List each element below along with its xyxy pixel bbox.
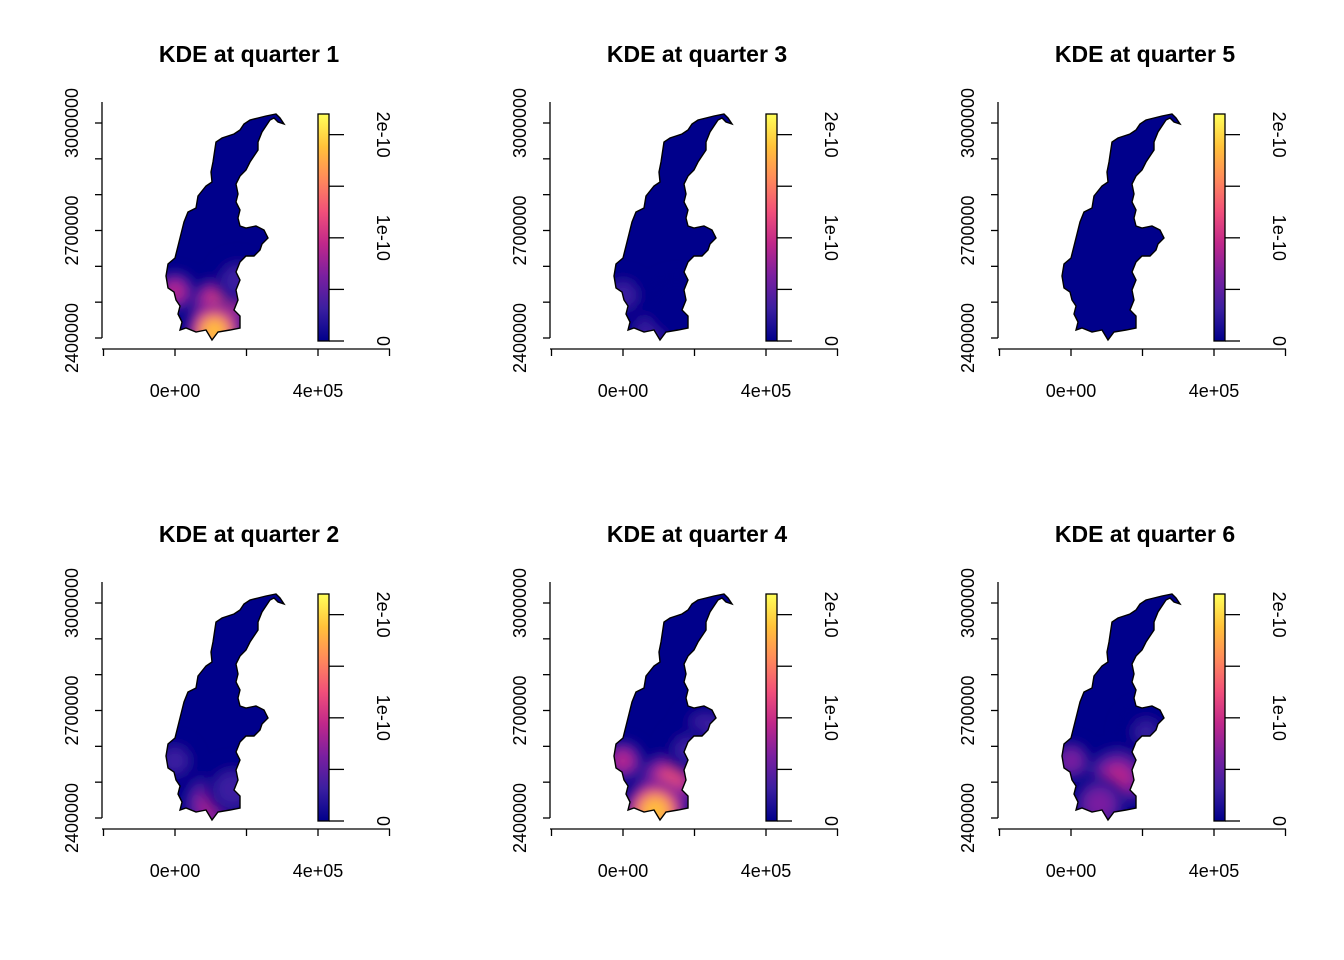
colorbar-tick-label: 2e-10 xyxy=(821,112,841,158)
colorbar-tick-label: 0 xyxy=(373,336,393,346)
y-tick-label: 2400000 xyxy=(958,783,978,853)
x-tick-label: 4e+05 xyxy=(293,381,344,401)
x-tick-label: 0e+00 xyxy=(150,381,201,401)
density-field xyxy=(166,594,284,820)
y-tick-label: 3000000 xyxy=(510,88,530,158)
region-outline xyxy=(165,113,286,342)
x-tick-label: 0e+00 xyxy=(150,861,201,881)
y-tick-label: 3000000 xyxy=(62,568,82,638)
x-tick-label: 0e+00 xyxy=(1046,381,1097,401)
colorbar xyxy=(766,594,777,821)
colorbar-tick-label: 0 xyxy=(821,336,841,346)
density-field xyxy=(1062,114,1180,340)
region-outline xyxy=(1061,593,1182,822)
x-tick-label: 4e+05 xyxy=(293,861,344,881)
hotspot-1 xyxy=(1062,751,1080,770)
colorbar xyxy=(1214,114,1225,341)
panel-title: KDE at quarter 1 xyxy=(159,41,339,67)
kde-panel-5: KDE at quarter 5 2400000 2700000 3000000 0e+… xyxy=(958,41,1289,401)
colorbar-tick-label: 0 xyxy=(1269,816,1289,826)
kde-panel-2: KDE at quarter 2 2400000 2700000 3000000 0e+… xyxy=(62,521,393,881)
colorbar-tick-label: 2e-10 xyxy=(1269,592,1289,638)
y-tick-label: 2400000 xyxy=(958,303,978,373)
panel-title: KDE at quarter 6 xyxy=(1055,521,1235,547)
colorbar-tick-label: 1e-10 xyxy=(1269,215,1289,261)
colorbar xyxy=(1214,594,1225,821)
hotspot-1 xyxy=(166,751,184,770)
y-tick-label: 3000000 xyxy=(62,88,82,158)
colorbar-tick-label: 0 xyxy=(373,816,393,826)
x-tick-label: 4e+05 xyxy=(1189,381,1240,401)
colorbar xyxy=(318,114,329,341)
density-field xyxy=(1062,594,1180,820)
x-tick-label: 0e+00 xyxy=(1046,861,1097,881)
colorbar-tick-label: 2e-10 xyxy=(821,592,841,638)
y-tick-label: 2700000 xyxy=(958,675,978,745)
hotspot-3 xyxy=(663,292,691,320)
colorbar-tick-label: 0 xyxy=(821,816,841,826)
colorbar-tick-label: 1e-10 xyxy=(821,215,841,261)
x-tick-label: 0e+00 xyxy=(598,381,649,401)
hotspot-4 xyxy=(227,270,249,292)
panel-title: KDE at quarter 5 xyxy=(1055,41,1235,67)
hotspot-1 xyxy=(614,751,632,770)
kde-panel-4: KDE at quarter 4 2400000 2700000 3000000 0e+… xyxy=(510,521,841,881)
region-outline xyxy=(613,593,734,822)
panel-title: KDE at quarter 3 xyxy=(607,41,787,67)
y-tick-label: 3000000 xyxy=(958,88,978,158)
y-tick-label: 2700000 xyxy=(958,195,978,265)
colorbar xyxy=(318,594,329,821)
y-tick-label: 2700000 xyxy=(510,675,530,745)
panel-title: KDE at quarter 4 xyxy=(607,521,787,547)
colorbar-tick-label: 2e-10 xyxy=(1269,112,1289,158)
colorbar-tick-label: 2e-10 xyxy=(373,592,393,638)
y-tick-label: 2400000 xyxy=(62,303,82,373)
x-tick-label: 4e+05 xyxy=(1189,861,1240,881)
density-base xyxy=(1062,114,1180,340)
panel-title: KDE at quarter 2 xyxy=(159,521,339,547)
y-tick-label: 2400000 xyxy=(510,303,530,373)
y-tick-label: 3000000 xyxy=(958,568,978,638)
colorbar xyxy=(766,114,777,341)
x-tick-label: 0e+00 xyxy=(598,861,649,881)
y-tick-label: 2700000 xyxy=(62,675,82,745)
hotspot-3 xyxy=(1087,791,1112,816)
y-tick-label: 2400000 xyxy=(510,783,530,853)
y-tick-label: 2700000 xyxy=(510,195,530,265)
y-tick-label: 2700000 xyxy=(62,195,82,265)
kde-panel-6: KDE at quarter 6 2400000 2700000 3000000 0e+… xyxy=(958,521,1289,881)
colorbar-tick-label: 1e-10 xyxy=(1269,695,1289,741)
kde-panel-3: KDE at quarter 3 2400000 2700000 3000000 0e+… xyxy=(510,41,841,401)
region-outline xyxy=(613,113,734,342)
region-outline xyxy=(1061,113,1182,342)
colorbar-tick-label: 0 xyxy=(1269,336,1289,346)
y-tick-label: 3000000 xyxy=(510,568,530,638)
y-tick-label: 2400000 xyxy=(62,783,82,853)
kde-panel-1: KDE at quarter 1 2400000 2700000 3000000 0e+… xyxy=(62,41,393,401)
x-tick-label: 4e+05 xyxy=(741,861,792,881)
colorbar-tick-label: 2e-10 xyxy=(373,112,393,158)
region-outline xyxy=(165,593,286,822)
colorbar-tick-label: 1e-10 xyxy=(373,695,393,741)
colorbar-tick-label: 1e-10 xyxy=(373,215,393,261)
x-tick-label: 4e+05 xyxy=(741,381,792,401)
colorbar-tick-label: 1e-10 xyxy=(821,695,841,741)
